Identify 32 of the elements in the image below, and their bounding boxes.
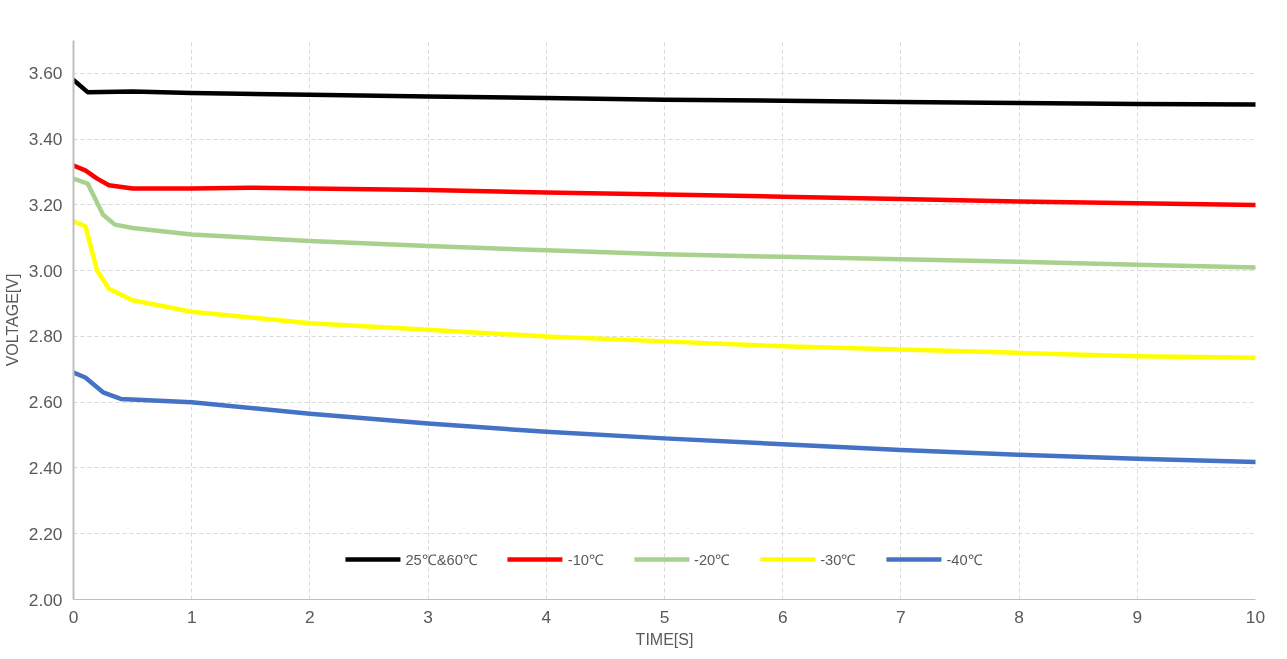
y-axis-title: VOLTAGE[V] [3, 273, 21, 367]
y-tick-label: 3.20 [28, 194, 63, 215]
line-series [73, 163, 1256, 208]
y-tick-label: 3.60 [28, 63, 63, 84]
x-tick-label: 10 [1245, 606, 1266, 627]
y-tick-label: 2.00 [28, 589, 63, 610]
x-tick-label: 9 [1132, 606, 1143, 627]
x-tick-label: 3 [423, 606, 433, 627]
y-tick-label: 2.80 [28, 326, 63, 347]
line-series [73, 176, 1256, 270]
legend-label: -40℃ [946, 551, 983, 569]
x-tick-label: 0 [68, 606, 79, 627]
legend-label: -10℃ [567, 551, 605, 569]
legend-label: -20℃ [694, 551, 731, 569]
y-tick-label: 2.20 [28, 523, 63, 544]
x-axis-title: TIME[S] [635, 630, 694, 648]
y-tick-label: 3.00 [28, 260, 63, 281]
x-tick-label: 2 [305, 606, 315, 627]
y-tick-label: 3.40 [28, 129, 63, 150]
line-series [73, 77, 1256, 107]
x-tick-label: 5 [659, 606, 670, 627]
x-tick-label: 4 [541, 606, 552, 627]
x-tick-label: 1 [186, 606, 197, 627]
legend-label: -30℃ [820, 551, 857, 569]
x-tick-label: 7 [896, 606, 906, 627]
line-series [73, 370, 1256, 465]
y-tick-label: 2.40 [28, 457, 63, 478]
x-tick-label: 8 [1014, 606, 1024, 627]
x-tick-label: 6 [777, 606, 788, 627]
legend-label: 25℃&60℃ [405, 551, 478, 569]
y-tick-label: 2.60 [28, 392, 63, 413]
line-series [73, 219, 1256, 361]
